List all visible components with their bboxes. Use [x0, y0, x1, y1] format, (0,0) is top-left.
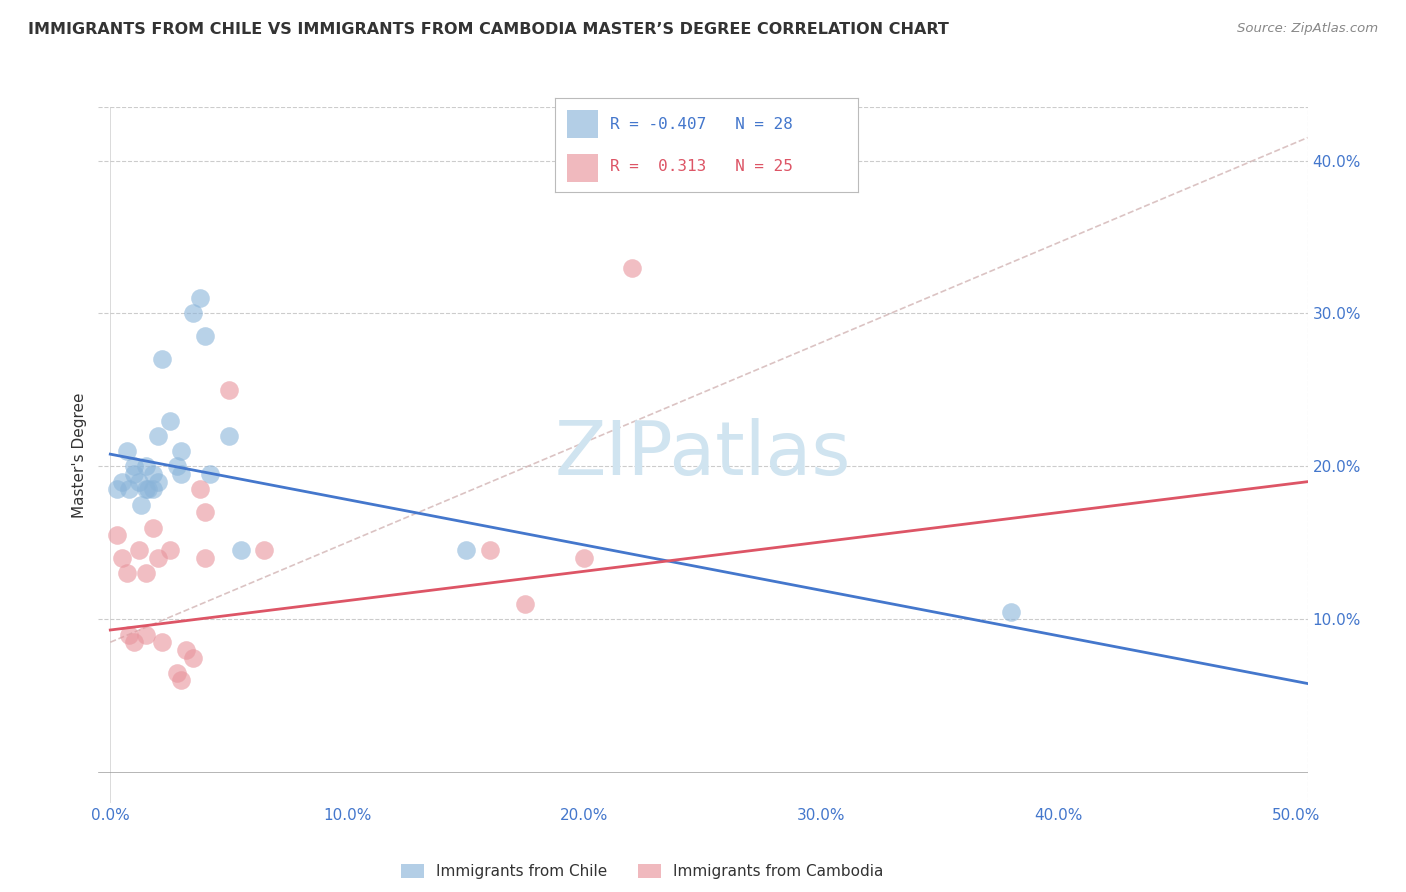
- Point: [170, 467, 193, 481]
- Point: [122, 467, 145, 481]
- Point: [166, 665, 188, 680]
- Point: [218, 429, 240, 443]
- Point: [111, 551, 134, 566]
- Point: [218, 383, 240, 397]
- Text: IMMIGRANTS FROM CHILE VS IMMIGRANTS FROM CAMBODIA MASTER’S DEGREE CORRELATION CH: IMMIGRANTS FROM CHILE VS IMMIGRANTS FROM…: [28, 22, 949, 37]
- Point: [253, 543, 276, 558]
- Point: [152, 352, 174, 367]
- Point: [105, 528, 128, 542]
- Point: [454, 543, 477, 558]
- Point: [135, 566, 157, 581]
- Point: [194, 505, 217, 519]
- Point: [142, 520, 165, 534]
- Point: [515, 597, 537, 611]
- Point: [136, 483, 159, 497]
- Legend: Immigrants from Chile, Immigrants from Cambodia: Immigrants from Chile, Immigrants from C…: [395, 858, 890, 886]
- Text: R =  0.313   N = 25: R = 0.313 N = 25: [610, 159, 793, 174]
- Point: [135, 483, 157, 497]
- Point: [128, 543, 150, 558]
- Point: [159, 543, 181, 558]
- Point: [190, 483, 212, 497]
- Y-axis label: Master's Degree: Master's Degree: [72, 392, 87, 517]
- Point: [190, 291, 212, 305]
- Point: [574, 551, 596, 566]
- Point: [111, 475, 134, 489]
- Point: [181, 650, 204, 665]
- Bar: [568, 111, 598, 138]
- Point: [128, 475, 150, 489]
- Point: [170, 673, 193, 688]
- Point: [198, 467, 221, 481]
- Text: R = -0.407   N = 28: R = -0.407 N = 28: [610, 117, 793, 132]
- Point: [135, 627, 157, 641]
- Point: [142, 483, 165, 497]
- Point: [115, 444, 138, 458]
- Point: [146, 551, 169, 566]
- Point: [174, 643, 197, 657]
- Point: [135, 459, 157, 474]
- Point: [118, 483, 141, 497]
- Point: [129, 498, 152, 512]
- Point: [142, 467, 165, 481]
- Point: [146, 475, 169, 489]
- Point: [159, 413, 181, 427]
- Point: [122, 459, 145, 474]
- Text: Source: ZipAtlas.com: Source: ZipAtlas.com: [1237, 22, 1378, 36]
- Point: [122, 635, 145, 649]
- Point: [152, 635, 174, 649]
- Point: [194, 551, 217, 566]
- Point: [229, 543, 252, 558]
- Point: [181, 306, 204, 320]
- Point: [170, 444, 193, 458]
- Point: [166, 459, 188, 474]
- Point: [105, 483, 128, 497]
- Point: [118, 627, 141, 641]
- Point: [194, 329, 217, 343]
- Point: [146, 429, 169, 443]
- Point: [620, 260, 643, 275]
- Point: [115, 566, 138, 581]
- Bar: [568, 154, 598, 183]
- Point: [1000, 605, 1022, 619]
- Point: [478, 543, 501, 558]
- Text: ZIPatlas: ZIPatlas: [555, 418, 851, 491]
